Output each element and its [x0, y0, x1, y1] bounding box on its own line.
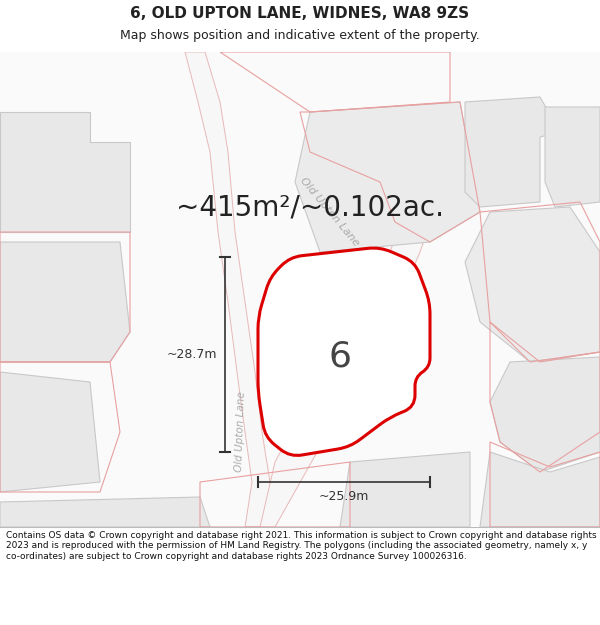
Polygon shape	[295, 102, 480, 252]
Polygon shape	[490, 357, 600, 472]
Text: Old Upton Lane: Old Upton Lane	[233, 391, 247, 472]
Polygon shape	[0, 372, 100, 492]
Polygon shape	[465, 97, 560, 207]
Polygon shape	[0, 112, 130, 232]
Polygon shape	[480, 452, 600, 527]
Polygon shape	[185, 52, 275, 527]
Text: Old Upton Lane: Old Upton Lane	[298, 176, 362, 248]
Text: 6: 6	[329, 340, 352, 374]
PathPatch shape	[258, 248, 430, 456]
Text: ~25.9m: ~25.9m	[319, 490, 369, 503]
Text: Map shows position and indicative extent of the property.: Map shows position and indicative extent…	[120, 29, 480, 42]
Polygon shape	[0, 497, 210, 527]
Polygon shape	[0, 242, 130, 362]
Text: 6, OLD UPTON LANE, WIDNES, WA8 9ZS: 6, OLD UPTON LANE, WIDNES, WA8 9ZS	[130, 6, 470, 21]
Text: Contains OS data © Crown copyright and database right 2021. This information is : Contains OS data © Crown copyright and d…	[6, 531, 596, 561]
Text: ~28.7m: ~28.7m	[167, 348, 217, 361]
Polygon shape	[245, 112, 460, 527]
Polygon shape	[340, 452, 470, 527]
Text: ~415m²/~0.102ac.: ~415m²/~0.102ac.	[176, 193, 444, 221]
Polygon shape	[465, 207, 600, 362]
Polygon shape	[545, 107, 600, 207]
